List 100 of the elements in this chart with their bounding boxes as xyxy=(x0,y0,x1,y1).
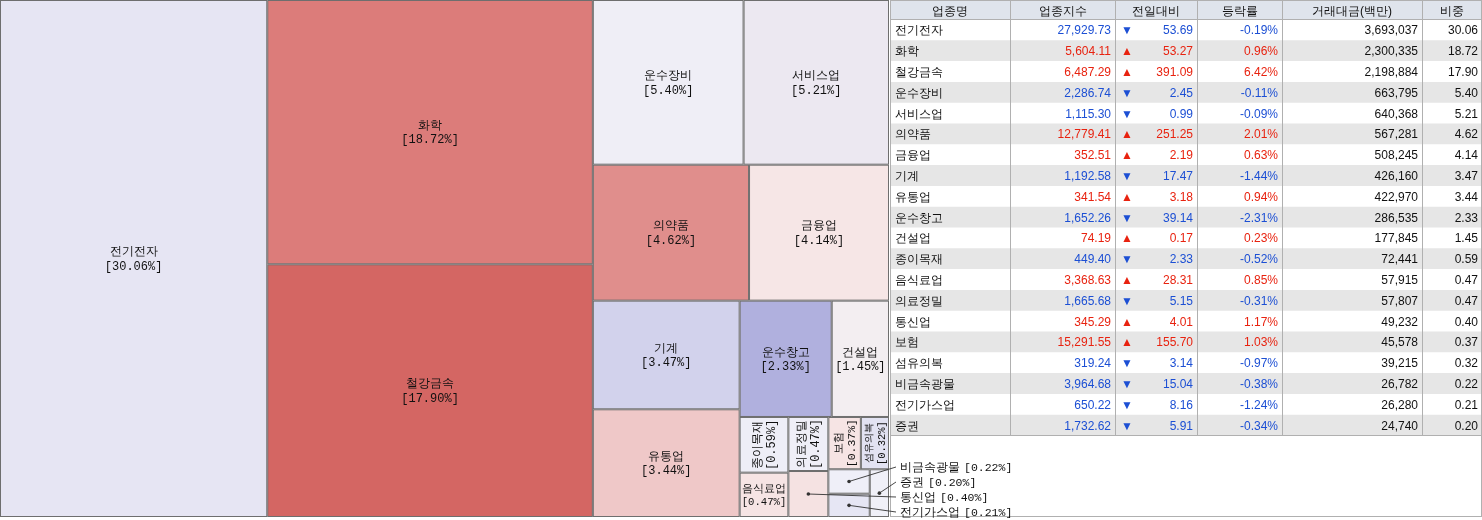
data-label: 57,807 xyxy=(1381,293,1419,308)
data-label: [5.40%] xyxy=(643,83,694,98)
data-label: -1.44% xyxy=(1239,168,1279,183)
text: ▲ xyxy=(1121,314,1133,329)
category-label: 의약품 xyxy=(652,218,689,233)
text: ▲ xyxy=(1121,335,1133,350)
data-label: 0.99 xyxy=(1169,106,1194,121)
data-label: [0.37%] xyxy=(845,418,859,468)
data-label: 2.33 xyxy=(1454,210,1479,225)
text: ▲ xyxy=(1121,127,1133,142)
text: ▼ xyxy=(1121,397,1133,412)
category-label: 운수창고 xyxy=(895,210,943,225)
data-label: 1.03% xyxy=(1243,335,1279,350)
category-label: 전기전자 xyxy=(109,244,158,259)
category-label: 비금속광물 xyxy=(895,376,955,391)
data-label: 53.27 xyxy=(1162,44,1194,59)
text: ▲ xyxy=(1121,189,1133,204)
data-label: 3,964.68 xyxy=(1064,376,1112,391)
data-label: 0.47 xyxy=(1454,272,1479,287)
data-label: 6,487.29 xyxy=(1064,64,1112,79)
data-label: 0.94% xyxy=(1243,189,1279,204)
data-label: [30.06%] xyxy=(104,259,163,274)
legend-label: 거래대금(백만) xyxy=(1312,3,1392,18)
category-label: 섬유의복 xyxy=(863,423,875,464)
category-label: 통신업 xyxy=(895,314,931,329)
data-label: [0.21%] xyxy=(964,506,1013,519)
category-label: 통신업 xyxy=(900,491,936,503)
text: 업종명 xyxy=(932,3,968,18)
data-label: -0.52% xyxy=(1239,252,1279,267)
text: ▼ xyxy=(1121,210,1133,225)
data-label: 2.45 xyxy=(1169,85,1194,100)
data-label: 0.59 xyxy=(1454,252,1479,267)
category-label: 보험 xyxy=(895,335,919,350)
data-label: -2.31% xyxy=(1239,210,1279,225)
data-label: 0.37 xyxy=(1454,335,1479,350)
data-label: 5.15 xyxy=(1169,293,1194,308)
category-label: 서비스업 xyxy=(792,68,841,83)
data-label: [2.33%] xyxy=(760,360,811,375)
data-label: -0.34% xyxy=(1239,418,1279,433)
data-label: 3.47 xyxy=(1454,168,1479,183)
category-label: 화학 xyxy=(895,44,919,59)
data-label: 1,732.62 xyxy=(1064,418,1112,433)
data-label: 6.42% xyxy=(1243,64,1279,79)
category-label: 섬유의복 xyxy=(895,356,943,371)
data-label: 352.51 xyxy=(1074,148,1112,163)
data-label: [3.47%] xyxy=(641,356,692,371)
text: ▼ xyxy=(1121,376,1133,391)
data-label: 177,845 xyxy=(1374,231,1419,246)
data-label: 49,232 xyxy=(1381,314,1419,329)
data-label: 28.31 xyxy=(1162,272,1194,287)
category-label: 종이목재 xyxy=(749,420,764,469)
data-label: -0.19% xyxy=(1239,23,1279,38)
category-label: 증권 xyxy=(900,476,924,488)
data-label: 5.40 xyxy=(1454,85,1479,100)
category-label: 전기가스업 xyxy=(900,506,960,518)
data-label: 3,693,037 xyxy=(1364,23,1419,38)
category-label: 기계 xyxy=(895,168,919,183)
data-label: 45,578 xyxy=(1381,335,1419,350)
data-label: [5.21%] xyxy=(791,83,842,98)
text: 전일대비 xyxy=(1132,3,1180,18)
legend-label: 비중 xyxy=(1440,3,1464,18)
category-label: 기계 xyxy=(654,340,679,355)
data-label: -0.97% xyxy=(1239,356,1279,371)
text: ▼ xyxy=(1121,252,1133,267)
data-label: -0.11% xyxy=(1240,85,1279,100)
data-label: 18.72 xyxy=(1447,44,1479,59)
data-label: 1.45 xyxy=(1454,231,1479,246)
text: ▼ xyxy=(1121,106,1133,121)
category-label: 금융업 xyxy=(801,218,838,233)
data-label: 155.70 xyxy=(1156,335,1194,350)
data-label: [0.47%] xyxy=(809,418,824,469)
data-label: 2.19 xyxy=(1169,148,1194,163)
data-label: 3.18 xyxy=(1169,189,1194,204)
data-label: 286,535 xyxy=(1374,210,1419,225)
category-label: 보험 xyxy=(831,432,844,455)
data-label: 251.25 xyxy=(1156,127,1194,142)
data-label: 3.14 xyxy=(1169,356,1194,371)
text: ▲ xyxy=(1121,272,1133,287)
text: ▼ xyxy=(1121,23,1133,38)
data-label: 422,970 xyxy=(1374,189,1419,204)
data-label: 26,280 xyxy=(1381,397,1419,412)
data-label: 5,604.11 xyxy=(1065,44,1112,59)
data-label: 5.91 xyxy=(1169,418,1194,433)
data-label: [4.62%] xyxy=(645,233,697,248)
data-label: 0.32 xyxy=(1454,356,1479,371)
data-label: 57,915 xyxy=(1381,272,1419,287)
text: ▲ xyxy=(1121,231,1133,246)
category-label: 음식료업 xyxy=(742,482,786,495)
category-label: 철강금속 xyxy=(406,376,455,391)
data-label: 567,281 xyxy=(1374,127,1419,142)
data-label: 1,192.58 xyxy=(1064,168,1112,183)
data-label: 3.44 xyxy=(1454,189,1479,204)
data-label: 508,245 xyxy=(1374,148,1419,163)
category-label: 금융업 xyxy=(895,148,931,163)
category-label: 운수창고 xyxy=(761,344,810,359)
category-label: 음식료업 xyxy=(895,272,943,287)
data-label: 391.09 xyxy=(1156,64,1194,79)
data-label: 2,300,335 xyxy=(1364,44,1419,59)
data-label: -0.38% xyxy=(1239,376,1279,391)
data-label: 4.14 xyxy=(1454,148,1479,163)
